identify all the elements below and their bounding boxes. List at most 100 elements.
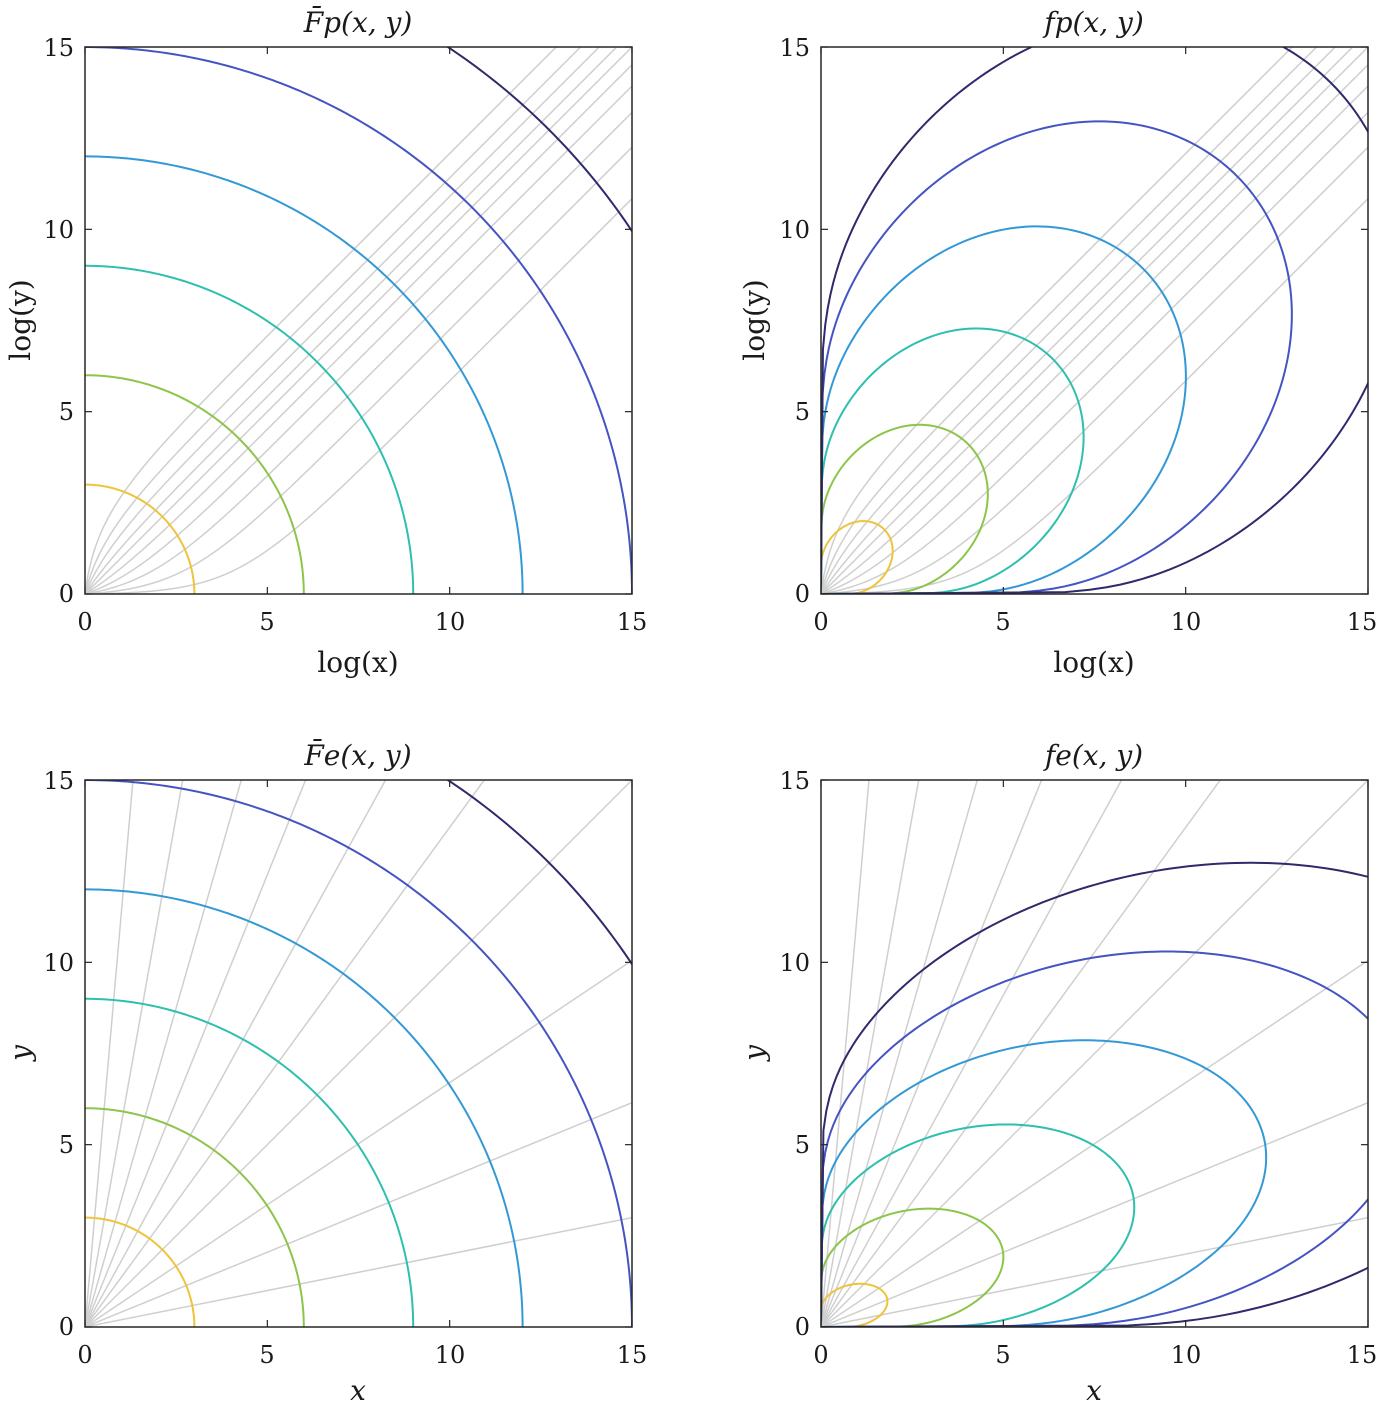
ray-line xyxy=(821,1101,1368,1327)
panel-title: fe(x, y) xyxy=(1043,739,1143,772)
y-axis-label: y xyxy=(738,1044,771,1063)
contour-line xyxy=(821,47,1368,594)
ray-line xyxy=(85,84,632,594)
contour-line xyxy=(821,225,1187,594)
y-tick-label: 5 xyxy=(795,398,810,426)
x-tick-label: 0 xyxy=(813,608,828,636)
panel-fp-bar: F̄p(x, y) 0 5 10 15 0 5 10 15 log(x) log… xyxy=(4,5,648,679)
ray-lines xyxy=(821,780,1368,1327)
contour-line xyxy=(446,780,632,966)
y-tick-label: 0 xyxy=(795,1313,810,1341)
plot-area xyxy=(821,47,1368,594)
contour-line xyxy=(85,997,415,1327)
y-tick-label: 0 xyxy=(59,580,74,608)
x-tick-label: 5 xyxy=(995,608,1010,636)
contour-line xyxy=(85,780,632,1327)
y-tick-label: 10 xyxy=(779,216,810,244)
ray-line xyxy=(85,780,486,1327)
ray-line xyxy=(821,780,1368,1327)
ray-line xyxy=(821,197,1368,594)
contour-line xyxy=(85,1216,196,1327)
contour-line xyxy=(821,327,1085,594)
contour-line xyxy=(821,1039,1268,1327)
axes-frame xyxy=(84,779,633,1328)
tick-marks xyxy=(820,46,1369,595)
panel-title: F̄e(x, y) xyxy=(303,738,411,772)
y-tick-label: 15 xyxy=(779,34,810,62)
y-tick-label: 15 xyxy=(43,34,74,62)
contour-line xyxy=(821,1123,1136,1327)
axes-frame xyxy=(820,46,1369,595)
contour-line xyxy=(85,374,305,594)
contour-line xyxy=(85,483,196,594)
ray-line xyxy=(85,47,601,594)
ray-line xyxy=(85,780,387,1327)
y-tick-label: 0 xyxy=(59,1313,74,1341)
x-tick-label: 5 xyxy=(259,608,274,636)
contour-line xyxy=(821,950,1368,1327)
x-tick-label: 15 xyxy=(617,608,648,636)
ray-line xyxy=(85,63,632,594)
ray-line xyxy=(85,780,307,1327)
x-tick-label: 10 xyxy=(1171,1341,1202,1369)
contour-line xyxy=(821,1282,889,1327)
y-tick-label: 15 xyxy=(779,767,810,795)
y-axis-label: y xyxy=(4,1044,37,1063)
contour-line xyxy=(821,861,1368,1327)
panel-fp: fp(x, y) 0 5 10 15 0 5 10 15 log(x) log(… xyxy=(738,6,1377,679)
ray-line xyxy=(85,1216,632,1327)
ray-line xyxy=(85,197,632,594)
x-axis-label: x xyxy=(1086,1374,1102,1406)
x-tick-label: 5 xyxy=(995,1341,1010,1369)
ray-line xyxy=(85,1101,632,1327)
contour-line xyxy=(821,423,989,594)
ray-line xyxy=(85,780,184,1327)
plot-area xyxy=(85,780,632,1327)
ray-line xyxy=(85,111,632,594)
ray-lines xyxy=(85,780,632,1327)
x-tick-label: 0 xyxy=(813,1341,828,1369)
panel-fe: fe(x, y) 0 5 10 15 0 5 10 15 x y xyxy=(738,739,1378,1406)
tick-marks xyxy=(84,779,633,1328)
ray-line xyxy=(821,1216,1368,1327)
y-tick-label: 5 xyxy=(59,398,74,426)
x-tick-label: 15 xyxy=(617,1341,648,1369)
contour-line xyxy=(446,47,632,233)
contour-lines xyxy=(821,861,1368,1327)
contour-line xyxy=(85,1107,305,1327)
plot-area xyxy=(821,780,1368,1327)
x-tick-label: 10 xyxy=(1171,608,1202,636)
x-axis-label: log(x) xyxy=(317,646,398,679)
ray-lines xyxy=(821,47,1368,594)
ray-line xyxy=(821,47,1354,594)
y-axis-label: log(y) xyxy=(738,279,771,360)
ray-lines xyxy=(85,47,632,594)
ray-line xyxy=(85,47,632,594)
plot-area xyxy=(85,47,632,594)
contour-lines xyxy=(821,47,1368,594)
ray-line xyxy=(821,47,1368,594)
ray-line xyxy=(821,47,1294,594)
panel-fe-bar: F̄e(x, y) 0 5 10 15 0 5 10 15 x y xyxy=(4,738,648,1406)
ray-line xyxy=(821,63,1368,594)
contour-line xyxy=(85,264,415,594)
tick-marks xyxy=(84,46,633,595)
contour-line xyxy=(821,1207,1005,1327)
contour-line xyxy=(821,120,1293,594)
y-tick-label: 10 xyxy=(43,949,74,977)
ray-line xyxy=(821,111,1368,594)
contour-line xyxy=(821,520,894,594)
ray-line xyxy=(85,780,243,1327)
ray-line xyxy=(821,84,1368,594)
ray-line xyxy=(85,780,134,1327)
ray-line xyxy=(85,146,632,594)
y-tick-label: 15 xyxy=(43,767,74,795)
x-tick-label: 0 xyxy=(77,608,92,636)
ray-line xyxy=(821,780,1123,1327)
contour-line xyxy=(85,888,524,1327)
x-tick-label: 15 xyxy=(1347,1341,1378,1369)
axes-frame xyxy=(84,46,633,595)
contour-lines xyxy=(85,780,632,1327)
y-tick-label: 0 xyxy=(795,580,810,608)
